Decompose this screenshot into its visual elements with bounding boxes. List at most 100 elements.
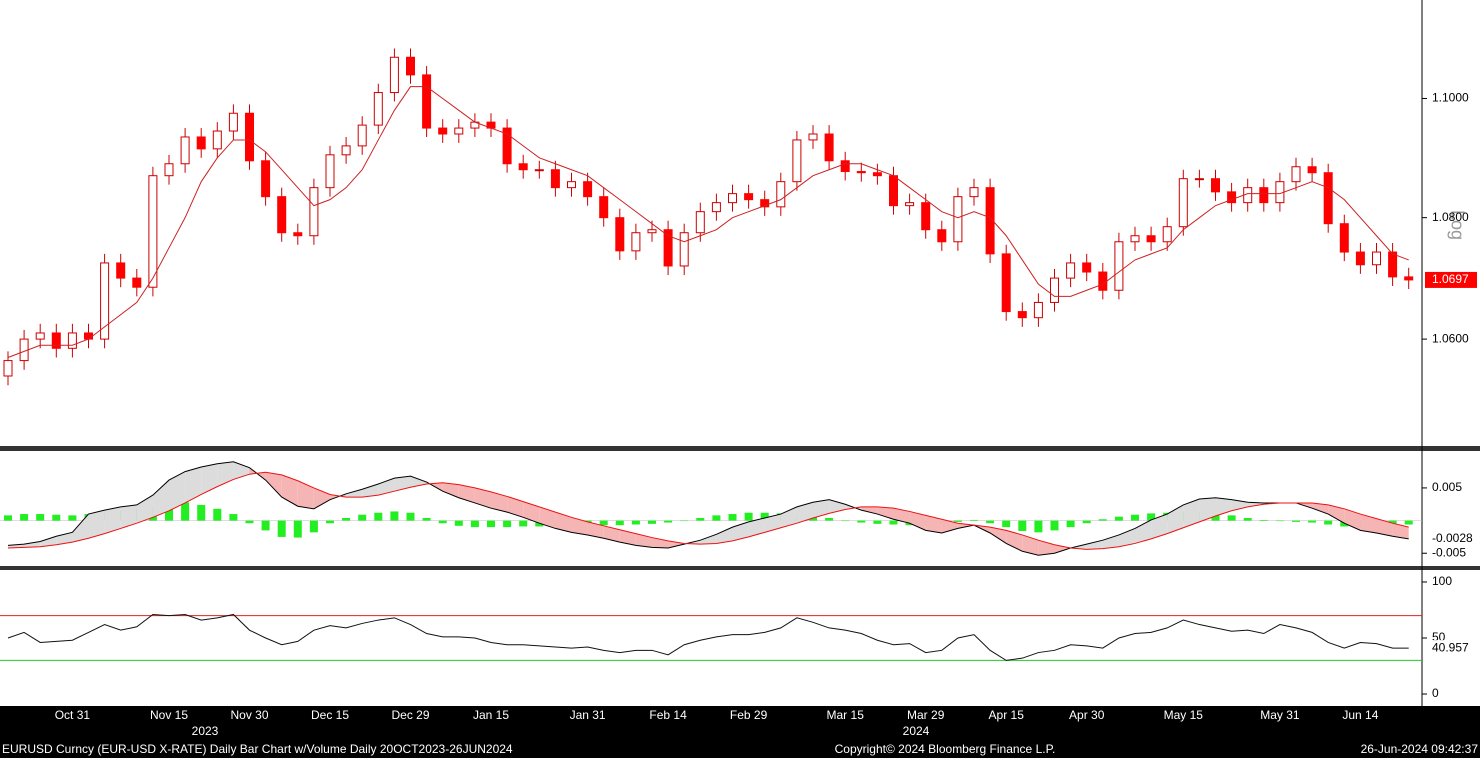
candle-body [325,154,335,189]
candle-body [824,133,834,162]
macd-fill [346,489,363,498]
histogram-bar [4,515,12,521]
histogram-bar [1066,520,1075,528]
macd-fill [539,506,556,529]
macd-fill [1102,534,1119,549]
y-tick-label: 1.0600 [1432,331,1469,345]
macd-fill [185,467,202,503]
candle-body [1307,166,1317,174]
histogram-bar [1131,514,1139,521]
macd-fill [169,471,186,511]
histogram-bar [631,520,640,525]
axis-label: Log [1447,210,1467,240]
histogram-bar [825,517,834,521]
histogram-bar [438,520,447,524]
x-tick-label: Nov 15 [150,708,188,722]
histogram-bar [599,520,608,526]
candle-body [1291,166,1301,183]
macd-fill [201,463,218,495]
histogram-bar [664,520,673,523]
histogram-bar [52,514,61,521]
candle-body [261,160,271,198]
macd-fill [217,461,234,487]
histogram-bar [1034,520,1043,533]
macd-fill [88,510,105,539]
candle-body [357,124,367,147]
y-tick-label: -0.005 [1432,545,1466,559]
macd-fill [152,480,169,518]
histogram-bar [503,520,512,528]
macd-fill [72,514,89,543]
x-tick-label: Feb 14 [649,708,687,722]
histogram-bar [181,502,190,521]
candle-body [277,196,287,234]
macd-fill [877,506,894,520]
y-tick-label: 100 [1432,574,1452,588]
macd-fill [861,506,878,515]
macd-fill [458,484,475,503]
macd-fill [491,491,508,513]
histogram-bar [857,520,866,523]
candle-body [550,169,560,189]
macd-fill [136,495,153,524]
histogram-bar [970,519,978,521]
histogram-bar [728,514,737,521]
candle-body [1339,223,1349,253]
histogram-bar [1147,513,1156,521]
macd-line [7,471,1409,550]
histogram-bar [1404,520,1413,525]
candle-body [212,130,222,150]
macd-fill [1215,497,1232,517]
x-tick-label: May 15 [1164,708,1204,722]
candle-body [100,262,110,340]
candle-body [567,181,576,189]
histogram-bar [277,520,286,537]
x-tick-label: Dec 15 [311,708,349,722]
macd-fill [990,527,1007,544]
candle-body [3,360,13,377]
last-value-box [1425,530,1480,547]
macd-fill [1183,499,1200,528]
candle-body [196,136,206,150]
candle-body [406,56,415,76]
macd-fill [297,480,314,509]
macd-fill [1231,499,1248,511]
macd-fill [1086,540,1103,550]
x-tick-label: Apr 30 [1069,708,1105,722]
histogram-bar [293,520,302,538]
candle-body [1194,178,1204,181]
macd-fill [120,504,137,529]
histogram-bar [406,512,415,521]
macd-fill [1392,523,1409,539]
macd-fill [40,536,57,547]
candle-body [1178,178,1188,228]
macd-fill [394,476,411,492]
macd-fill [1199,497,1216,522]
x-tick-label: Oct 31 [55,708,91,722]
candle-body [1162,226,1172,243]
candle-body [889,175,898,207]
histogram-bar [245,520,254,524]
x-tick-label: Dec 29 [391,708,429,722]
histogram-bar [213,508,222,521]
histogram-bar [841,520,850,522]
candle-body [1388,251,1398,278]
x-tick-label: Feb 29 [730,708,768,722]
candle-body [808,133,818,141]
candle-body [953,196,963,243]
rsi-line [7,613,1409,661]
candle-body [245,112,254,162]
macd-fill [700,534,717,545]
histogram-bar [1259,519,1268,521]
macd-fill [1006,530,1023,552]
histogram-bar [390,511,399,521]
candle-body [1227,191,1237,204]
macd-fill [1344,508,1361,531]
histogram-bar [68,515,77,521]
candle-body [647,229,657,234]
candle-body [937,229,947,243]
histogram-bar [744,512,753,521]
candle-body [1404,276,1414,281]
macd-line [7,461,1409,556]
